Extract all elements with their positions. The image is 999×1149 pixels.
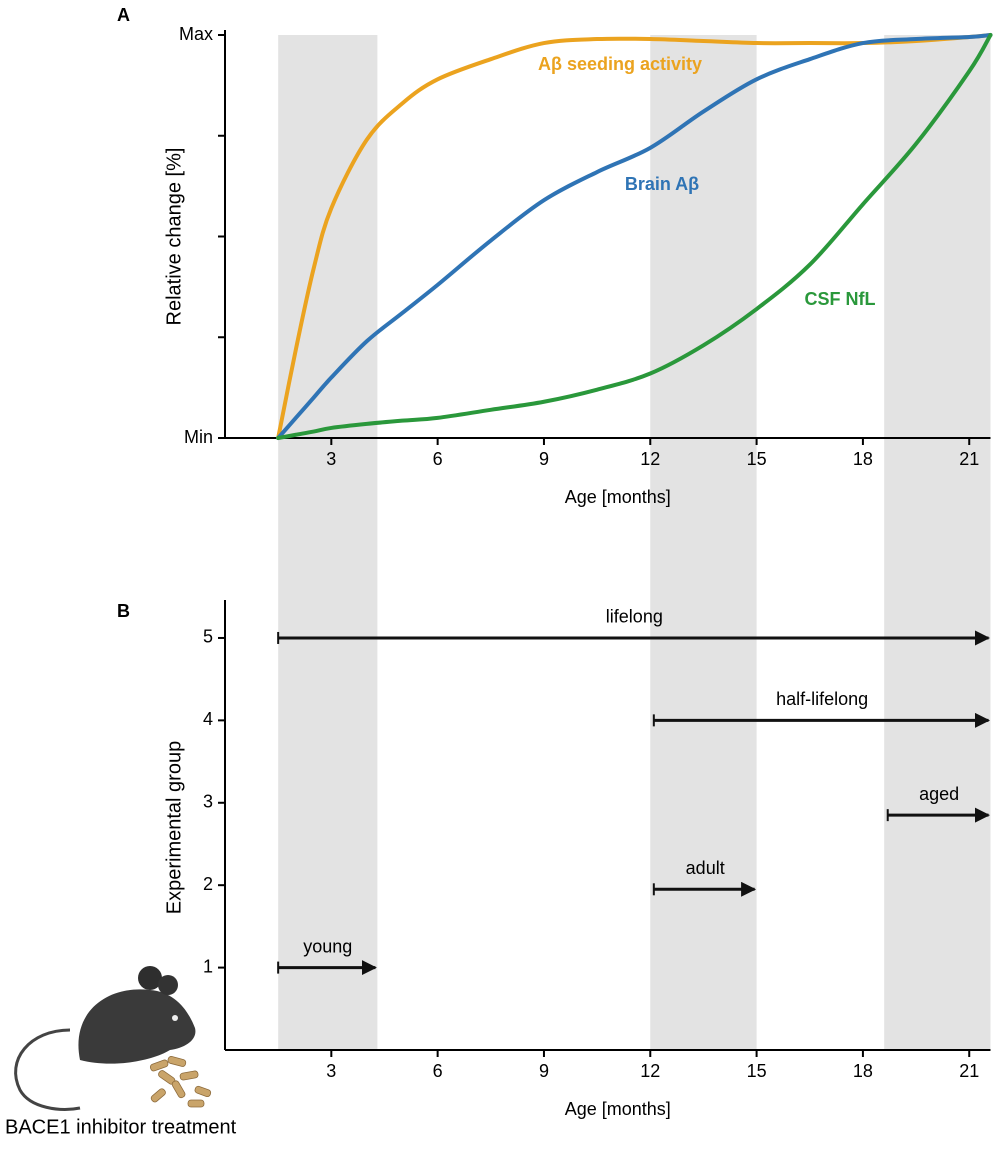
y-tick-label: 1 [203,956,213,976]
y-tick-label: 4 [203,709,213,729]
panel-label: A [117,5,130,25]
shaded-band [650,605,756,1050]
x-tick-label: 3 [326,1061,336,1081]
x-tick-label: 18 [853,449,873,469]
y-tick-label: 2 [203,874,213,894]
x-tick-label: 15 [747,1061,767,1081]
x-tick-label: 15 [747,449,767,469]
x-axis-title: Age [months] [565,487,671,507]
y-tick-label: 5 [203,627,213,647]
shaded-band [884,605,990,1050]
series-label: Brain Aβ [625,174,699,194]
arrow-label: young [303,936,352,956]
x-tick-label: 12 [640,449,660,469]
x-tick-label: 9 [539,1061,549,1081]
caption: BACE1 inhibitor treatment [5,1116,237,1138]
shaded-band [884,35,990,605]
shaded-band [278,35,377,605]
series-label: CSF NfL [805,289,876,309]
x-tick-label: 9 [539,449,549,469]
arrow-label: aged [919,784,959,804]
x-tick-label: 6 [433,1061,443,1081]
y-tick-label: 3 [203,792,213,812]
figure: A B BACE1 inhibitor treatment 3691215182… [0,0,999,1144]
mouse-illustration [16,966,212,1109]
arrow-label: half-lifelong [776,689,868,709]
y-axis-title: Experimental group [163,741,185,914]
series-label: Aβ seeding activity [538,54,702,74]
panel-label: B [117,601,130,621]
x-tick-label: 21 [959,1061,979,1081]
arrow-label: lifelong [606,607,663,627]
arrow-label: adult [686,858,725,878]
y-axis-title: Relative change [%] [163,148,185,326]
x-tick-label: 18 [853,1061,873,1081]
shaded-band [278,605,377,1050]
x-axis-title: Age [months] [565,1099,671,1119]
y-tick-label: Max [179,24,213,44]
x-tick-label: 6 [433,449,443,469]
y-tick-label: Min [184,427,213,447]
x-tick-label: 12 [640,1061,660,1081]
x-tick-label: 21 [959,449,979,469]
x-tick-label: 3 [326,449,336,469]
line-series [278,35,990,438]
